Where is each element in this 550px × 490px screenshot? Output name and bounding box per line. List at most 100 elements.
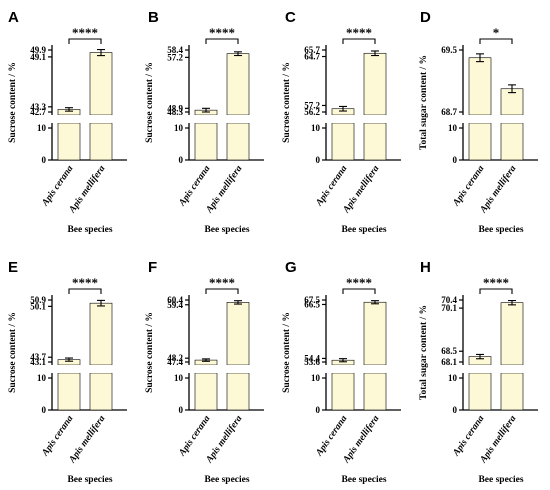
panel-letter: E — [8, 259, 18, 276]
bar-lower — [89, 372, 113, 411]
category-label: Apis cerana — [451, 414, 487, 459]
y-axis-label: Total sugar content / % — [419, 55, 429, 150]
category-label: Apis cerana — [177, 164, 213, 209]
significance-label: **** — [346, 25, 372, 40]
x-axis-label: Bee species — [478, 225, 523, 235]
bar-lower — [226, 122, 250, 161]
y-tick-label: 57.2 — [167, 52, 183, 62]
y-tick-label: 64.7 — [304, 52, 320, 62]
y-tick-label: 70.1 — [441, 303, 457, 313]
y-tick-label: 0 — [453, 155, 458, 165]
axis-break-gap — [328, 365, 400, 373]
bar-upper — [226, 302, 250, 366]
axis-break-gap — [54, 115, 126, 123]
bar-lower — [363, 122, 387, 161]
panel-letter: D — [420, 9, 431, 26]
panel-letter: H — [420, 259, 431, 276]
axis-break-gap — [465, 365, 537, 373]
bar-lower — [500, 122, 524, 161]
bar-lower — [194, 372, 218, 411]
y-tick-label: 48.9 — [167, 103, 183, 113]
significance-label: **** — [209, 275, 235, 290]
significance-label: **** — [346, 275, 372, 290]
bar-lower — [194, 122, 218, 161]
y-tick-label: 48.2 — [167, 353, 183, 363]
axis-break-gap — [328, 115, 400, 123]
significance-label: * — [493, 25, 500, 40]
significance-bracket — [342, 288, 376, 294]
y-tick-label: 69.5 — [441, 45, 457, 55]
significance-label: **** — [209, 25, 235, 40]
significance-bracket — [342, 38, 376, 44]
axis-break-gap — [191, 365, 263, 373]
y-tick-label: 43.7 — [30, 352, 46, 362]
y-tick-label: 65.7 — [304, 45, 320, 55]
y-tick-label: 49.1 — [30, 52, 46, 62]
bar-upper — [89, 302, 113, 366]
y-tick-label: 0 — [179, 155, 184, 165]
y-axis-label: Sucrose content / % — [8, 312, 18, 393]
panel-letter: G — [285, 259, 297, 276]
category-label: Apis cerana — [451, 164, 487, 209]
axis-break-gap — [54, 365, 126, 373]
significance-bracket — [205, 288, 239, 294]
category-label: Apis cerana — [40, 414, 76, 459]
bar-lower — [331, 122, 355, 161]
y-axis-label: Sucrose content / % — [8, 62, 18, 143]
significance-bracket — [68, 38, 102, 44]
significance-label: **** — [72, 275, 98, 290]
bar-lower — [468, 372, 492, 411]
y-tick-label: 54.4 — [304, 353, 320, 363]
x-axis-label: Bee species — [478, 475, 523, 485]
bar-lower — [468, 122, 492, 161]
y-tick-label: 0 — [42, 405, 47, 415]
y-tick-label: 10 — [37, 123, 47, 133]
y-tick-label: 68.7 — [441, 107, 457, 117]
y-tick-label: 60.4 — [167, 295, 183, 305]
y-tick-label: 50.1 — [30, 301, 46, 311]
bar-lower — [363, 372, 387, 411]
y-axis-label: Sucrose content / % — [145, 312, 155, 393]
x-axis-label: Bee species — [341, 225, 386, 235]
bar-lower — [57, 122, 81, 161]
y-tick-label: 10 — [448, 373, 458, 383]
y-tick-label: 50.9 — [30, 295, 46, 305]
y-tick-label: 53.6 — [304, 357, 320, 367]
bar-lower — [331, 372, 355, 411]
y-tick-label: 0 — [42, 155, 47, 165]
y-tick-label: 10 — [448, 123, 458, 133]
category-label: Apis cerana — [314, 414, 350, 459]
significance-label: **** — [483, 275, 509, 290]
category-label: Apis cerana — [314, 164, 350, 209]
panel-letter: A — [8, 9, 19, 26]
y-tick-label: 0 — [453, 405, 458, 415]
significance-bracket — [68, 288, 102, 294]
axis-break-gap — [465, 115, 537, 123]
y-tick-label: 0 — [179, 405, 184, 415]
y-tick-label: 68.1 — [441, 357, 457, 367]
panel-letter: F — [148, 259, 157, 276]
x-axis-label: Bee species — [341, 475, 386, 485]
y-tick-label: 66.5 — [304, 299, 320, 309]
bar-upper — [363, 301, 387, 366]
y-tick-label: 0 — [316, 405, 321, 415]
y-axis-label: Total sugar content / % — [419, 305, 429, 400]
y-tick-label: 70.4 — [441, 295, 457, 305]
significance-bracket — [205, 38, 239, 44]
bar-lower — [226, 372, 250, 411]
bar-lower — [89, 122, 113, 161]
y-tick-label: 10 — [174, 373, 184, 383]
y-axis-label: Sucrose content / % — [282, 312, 292, 393]
axis-break-gap — [191, 115, 263, 123]
y-tick-label: 49.9 — [30, 45, 46, 55]
x-axis-label: Bee species — [204, 475, 249, 485]
bar-lower — [500, 372, 524, 411]
y-tick-label: 48.3 — [167, 107, 183, 117]
y-tick-label: 56.2 — [304, 107, 320, 117]
bar-lower — [57, 372, 81, 411]
y-tick-label: 42.7 — [30, 107, 46, 117]
y-axis-label: Sucrose content / % — [282, 62, 292, 143]
significance-bracket — [479, 38, 513, 44]
